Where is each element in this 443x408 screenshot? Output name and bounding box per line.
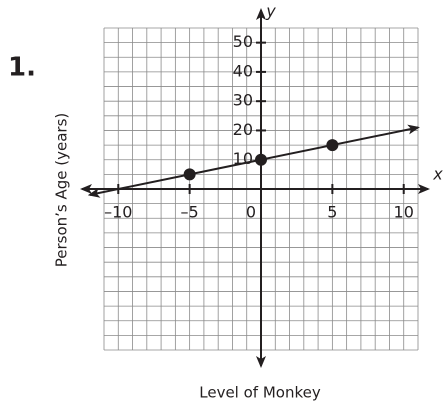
point <box>183 168 196 181</box>
x-tick-label: 5 <box>327 203 337 222</box>
y-tick-label: 40 <box>233 61 253 80</box>
problem-number: 1. <box>8 53 36 83</box>
x-tick-label: –5 <box>181 203 199 222</box>
y-tick-label: 30 <box>233 91 253 110</box>
y-tick-label: 50 <box>233 32 253 51</box>
y-axis-label: Person’s Age (years) <box>53 113 71 268</box>
point <box>255 153 267 166</box>
y-tick-label: 20 <box>233 120 253 139</box>
point <box>326 139 339 152</box>
x-tick-label: 0 <box>246 203 256 222</box>
graph-line <box>87 124 420 198</box>
x-axis-label: Level of Monkey <box>199 384 321 402</box>
x-tick-label: –10 <box>104 203 132 222</box>
y-axis-name: y <box>265 2 276 21</box>
x-tick-label: 10 <box>394 203 414 222</box>
x-axis-name: x <box>432 165 443 184</box>
